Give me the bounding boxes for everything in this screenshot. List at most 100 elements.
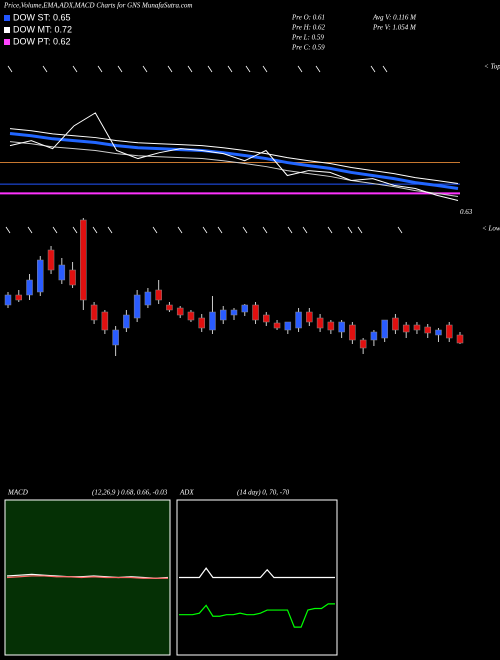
candle-body: [295, 311, 302, 329]
candle-body: [144, 291, 152, 306]
low-marker: [302, 226, 308, 234]
top-marker: [262, 65, 268, 73]
title: Price,Volume,EMA,ADX,MACD Charts for GNS…: [3, 2, 192, 10]
series-line: [6, 575, 168, 579]
candle-body: [327, 321, 335, 331]
top-marker: [227, 65, 233, 73]
low-marker: [287, 226, 293, 234]
candle-body: [69, 269, 76, 286]
top-marker: [315, 65, 321, 73]
top-marker: [370, 65, 376, 73]
candle-body: [306, 311, 313, 323]
top-marker: [42, 65, 48, 73]
candle-body: [133, 294, 141, 319]
low-marker: [52, 226, 58, 234]
volume: Pre V: 1.054 M: [372, 24, 417, 32]
candle-body: [58, 264, 66, 281]
candle-body: [349, 324, 356, 341]
low-marker: [92, 226, 98, 234]
candle-body: [381, 319, 388, 339]
candle-body: [392, 317, 399, 331]
low-marker: [327, 226, 333, 234]
low-marker: [347, 226, 353, 234]
candle-body: [413, 324, 421, 331]
legend-label: DOW PT: 0.62: [13, 36, 71, 46]
low-marker: [152, 226, 158, 234]
low-marker: [72, 226, 78, 234]
series-line: [6, 573, 169, 579]
panel-params: (14 day) 0, 70, -70: [237, 489, 290, 497]
panel-title: ADX: [179, 489, 194, 497]
series-line: [9, 132, 459, 190]
candle-body: [80, 219, 87, 301]
series-line: [9, 128, 459, 185]
last-price: 0.63: [460, 208, 473, 216]
candle-body: [37, 259, 44, 293]
low-marker: [5, 226, 11, 234]
top-marker: [117, 65, 123, 73]
legend-swatch: [4, 39, 10, 45]
top-marker: [72, 65, 78, 73]
candle-body: [359, 339, 367, 349]
candle-body: [284, 321, 292, 331]
candle-body: [230, 309, 238, 316]
top-marker: [382, 65, 388, 73]
legend-swatch: [4, 15, 10, 21]
volume: Avg V: 0.116 M: [372, 14, 417, 22]
stat: Pre H: 0.62: [291, 24, 325, 32]
legend-swatch: [4, 27, 10, 33]
top-marker: [187, 65, 193, 73]
candle-body: [273, 322, 281, 329]
tops-label: < Tops: [484, 63, 500, 71]
candle-body: [176, 307, 184, 316]
candle-body: [456, 334, 464, 344]
candle-body: [155, 289, 162, 301]
top-marker: [97, 65, 103, 73]
candle-body: [47, 249, 55, 271]
candle-body: [101, 311, 109, 331]
series-line: [9, 141, 459, 197]
candle-body: [445, 324, 453, 339]
panel-title: MACD: [7, 489, 28, 497]
candle-body: [112, 329, 119, 346]
low-marker: [242, 226, 248, 234]
candle-body: [4, 294, 12, 306]
candle-body: [263, 314, 270, 323]
candle-body: [424, 326, 431, 334]
stat: Pre C: 0.59: [291, 44, 325, 52]
top-marker: [7, 65, 13, 73]
low-marker: [107, 226, 113, 234]
low-marker: [202, 226, 208, 234]
top-marker: [167, 65, 173, 73]
top-marker: [297, 65, 303, 73]
candle-body: [26, 279, 33, 296]
candle-body: [90, 304, 98, 321]
candle-body: [166, 304, 173, 311]
candle-body: [187, 311, 195, 321]
low-marker: [262, 226, 268, 234]
low-marker: [27, 226, 33, 234]
legend-label: DOW ST: 0.65: [13, 12, 71, 22]
low-marker: [177, 226, 183, 234]
legend-label: DOW MT: 0.72: [13, 24, 72, 34]
low-marker: [217, 226, 223, 234]
series-line: [179, 603, 335, 628]
candle-body: [209, 311, 216, 331]
low-marker: [397, 226, 403, 234]
candle-body: [435, 329, 442, 336]
candle-body: [219, 309, 227, 321]
candle-body: [252, 304, 259, 321]
lows-label: < Lowes: [482, 225, 500, 233]
candle-body: [241, 304, 249, 313]
stat: Pre O: 0.61: [291, 14, 325, 22]
series-line: [9, 112, 459, 201]
candle-body: [123, 314, 130, 329]
candle-body: [370, 331, 378, 341]
series-line: [179, 567, 335, 579]
candle-body: [198, 317, 205, 329]
candle-body: [316, 317, 324, 329]
panel-params: (12,26,9 ) 0.68, 0.66, -0.03: [92, 489, 168, 497]
candle-body: [402, 324, 410, 333]
